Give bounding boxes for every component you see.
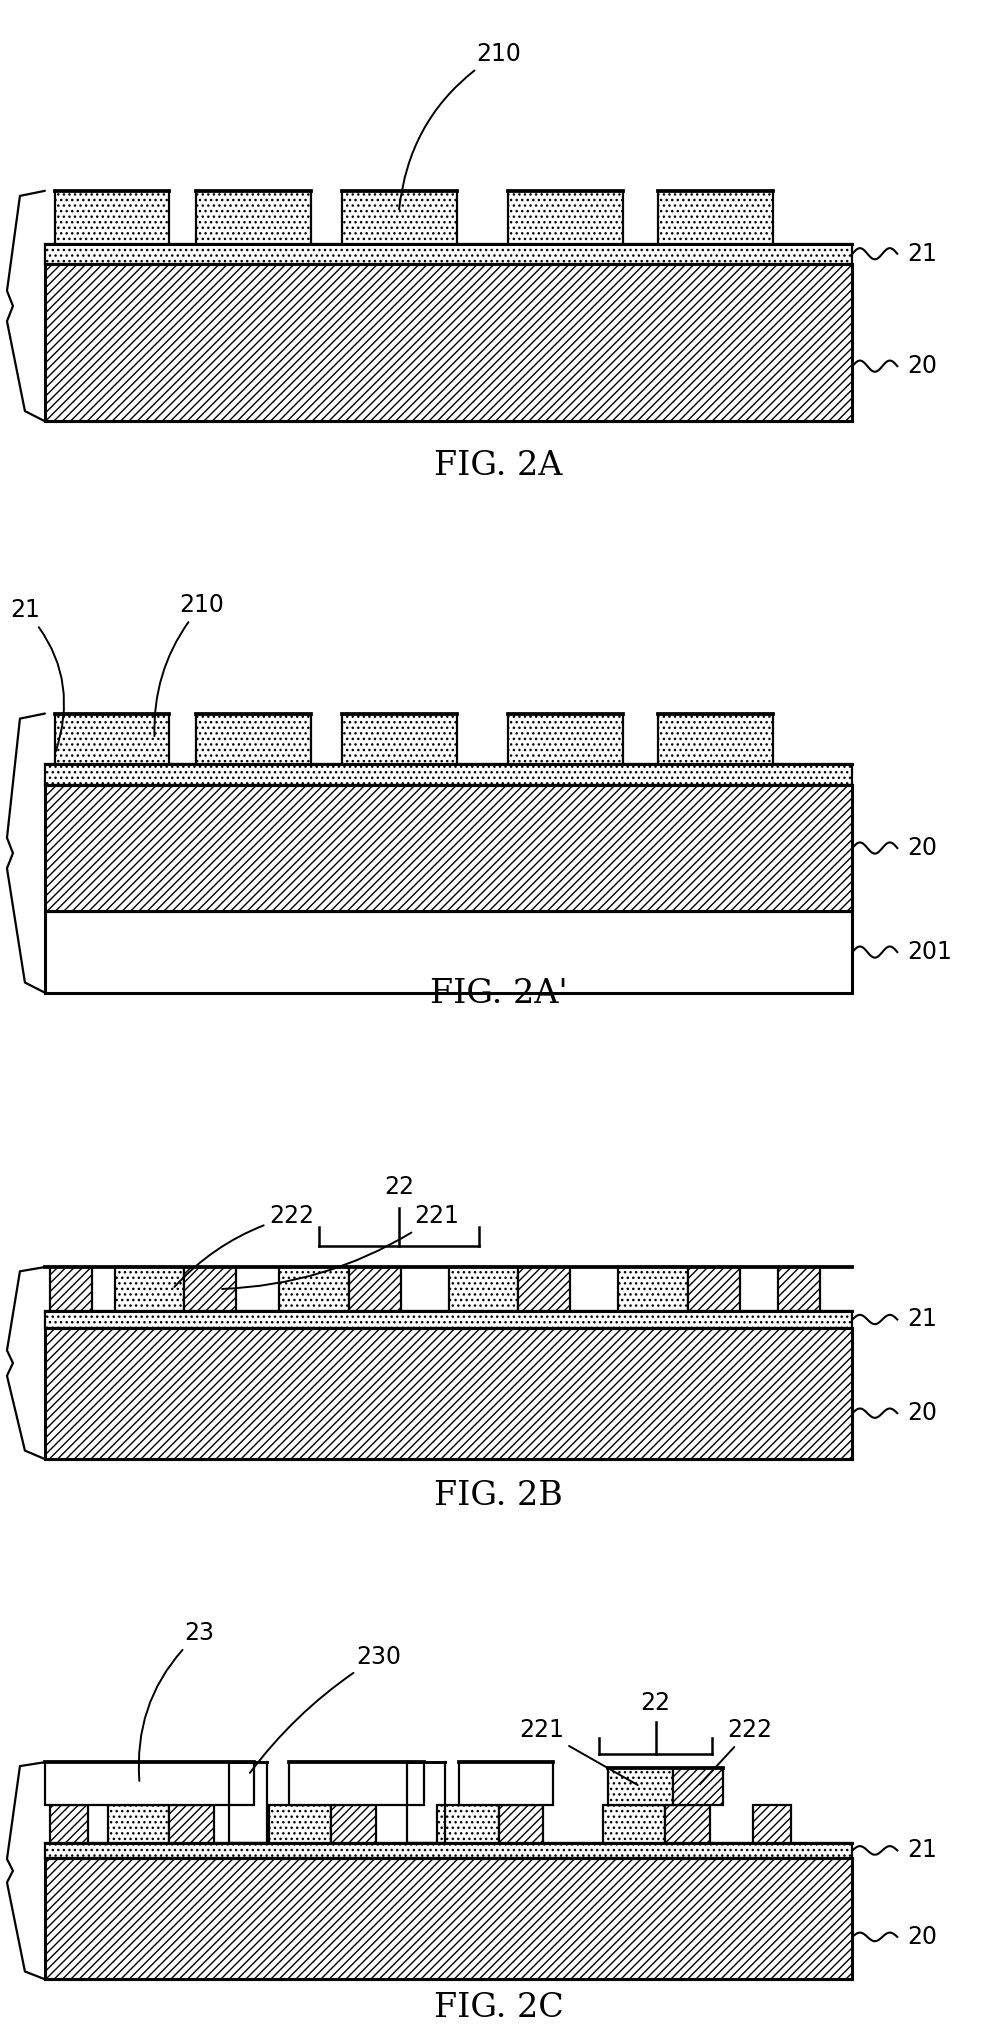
FancyBboxPatch shape bbox=[342, 715, 457, 765]
FancyBboxPatch shape bbox=[508, 715, 623, 765]
FancyBboxPatch shape bbox=[269, 1805, 331, 1843]
Text: 22: 22 bbox=[640, 1691, 671, 1715]
FancyBboxPatch shape bbox=[115, 1267, 184, 1311]
Text: 21: 21 bbox=[907, 1307, 937, 1332]
FancyBboxPatch shape bbox=[45, 1328, 852, 1460]
Text: 222: 222 bbox=[700, 1717, 773, 1784]
Text: 210: 210 bbox=[399, 43, 521, 209]
FancyBboxPatch shape bbox=[498, 1805, 543, 1843]
Text: 20: 20 bbox=[907, 1401, 937, 1425]
Text: 210: 210 bbox=[155, 593, 224, 737]
FancyBboxPatch shape bbox=[45, 786, 852, 911]
FancyBboxPatch shape bbox=[518, 1267, 570, 1311]
FancyBboxPatch shape bbox=[50, 1805, 88, 1843]
Text: 222: 222 bbox=[174, 1204, 314, 1287]
FancyBboxPatch shape bbox=[349, 1267, 401, 1311]
Text: 201: 201 bbox=[907, 940, 952, 964]
Text: FIG. 2A': FIG. 2A' bbox=[430, 978, 567, 1011]
FancyBboxPatch shape bbox=[608, 1768, 673, 1805]
FancyBboxPatch shape bbox=[688, 1267, 740, 1311]
FancyBboxPatch shape bbox=[45, 244, 852, 264]
Text: 21: 21 bbox=[907, 242, 937, 266]
FancyBboxPatch shape bbox=[459, 1762, 553, 1805]
FancyBboxPatch shape bbox=[331, 1805, 376, 1843]
Text: 20: 20 bbox=[907, 353, 937, 378]
Text: FIG. 2C: FIG. 2C bbox=[434, 1991, 563, 2024]
FancyBboxPatch shape bbox=[753, 1805, 791, 1843]
Text: 21: 21 bbox=[907, 1839, 937, 1862]
FancyBboxPatch shape bbox=[45, 911, 852, 993]
Text: 23: 23 bbox=[139, 1622, 214, 1780]
Text: 21: 21 bbox=[10, 599, 64, 751]
FancyBboxPatch shape bbox=[342, 191, 457, 244]
FancyBboxPatch shape bbox=[279, 1267, 349, 1311]
FancyBboxPatch shape bbox=[45, 1843, 852, 1857]
FancyBboxPatch shape bbox=[169, 1805, 214, 1843]
FancyBboxPatch shape bbox=[658, 191, 773, 244]
Text: FIG. 2B: FIG. 2B bbox=[434, 1480, 563, 1512]
FancyBboxPatch shape bbox=[618, 1267, 688, 1311]
FancyBboxPatch shape bbox=[449, 1267, 518, 1311]
FancyBboxPatch shape bbox=[55, 715, 169, 765]
FancyBboxPatch shape bbox=[658, 715, 773, 765]
Text: 221: 221 bbox=[518, 1717, 638, 1784]
Text: 221: 221 bbox=[222, 1204, 459, 1289]
FancyBboxPatch shape bbox=[196, 191, 311, 244]
Text: FIG. 2A: FIG. 2A bbox=[435, 451, 562, 483]
FancyBboxPatch shape bbox=[603, 1805, 665, 1843]
FancyBboxPatch shape bbox=[45, 1311, 852, 1328]
Text: 20: 20 bbox=[907, 836, 937, 861]
FancyBboxPatch shape bbox=[778, 1267, 820, 1311]
FancyBboxPatch shape bbox=[45, 264, 852, 422]
FancyBboxPatch shape bbox=[289, 1762, 424, 1805]
FancyBboxPatch shape bbox=[665, 1805, 710, 1843]
FancyBboxPatch shape bbox=[196, 715, 311, 765]
FancyBboxPatch shape bbox=[508, 191, 623, 244]
FancyBboxPatch shape bbox=[437, 1805, 498, 1843]
Text: 22: 22 bbox=[384, 1175, 414, 1200]
FancyBboxPatch shape bbox=[45, 1857, 852, 1979]
Text: 20: 20 bbox=[907, 1924, 937, 1949]
FancyBboxPatch shape bbox=[673, 1768, 723, 1805]
FancyBboxPatch shape bbox=[50, 1267, 92, 1311]
Text: 230: 230 bbox=[250, 1644, 402, 1772]
FancyBboxPatch shape bbox=[108, 1805, 169, 1843]
FancyBboxPatch shape bbox=[55, 191, 169, 244]
FancyBboxPatch shape bbox=[184, 1267, 236, 1311]
FancyBboxPatch shape bbox=[45, 1762, 254, 1805]
FancyBboxPatch shape bbox=[45, 765, 852, 786]
